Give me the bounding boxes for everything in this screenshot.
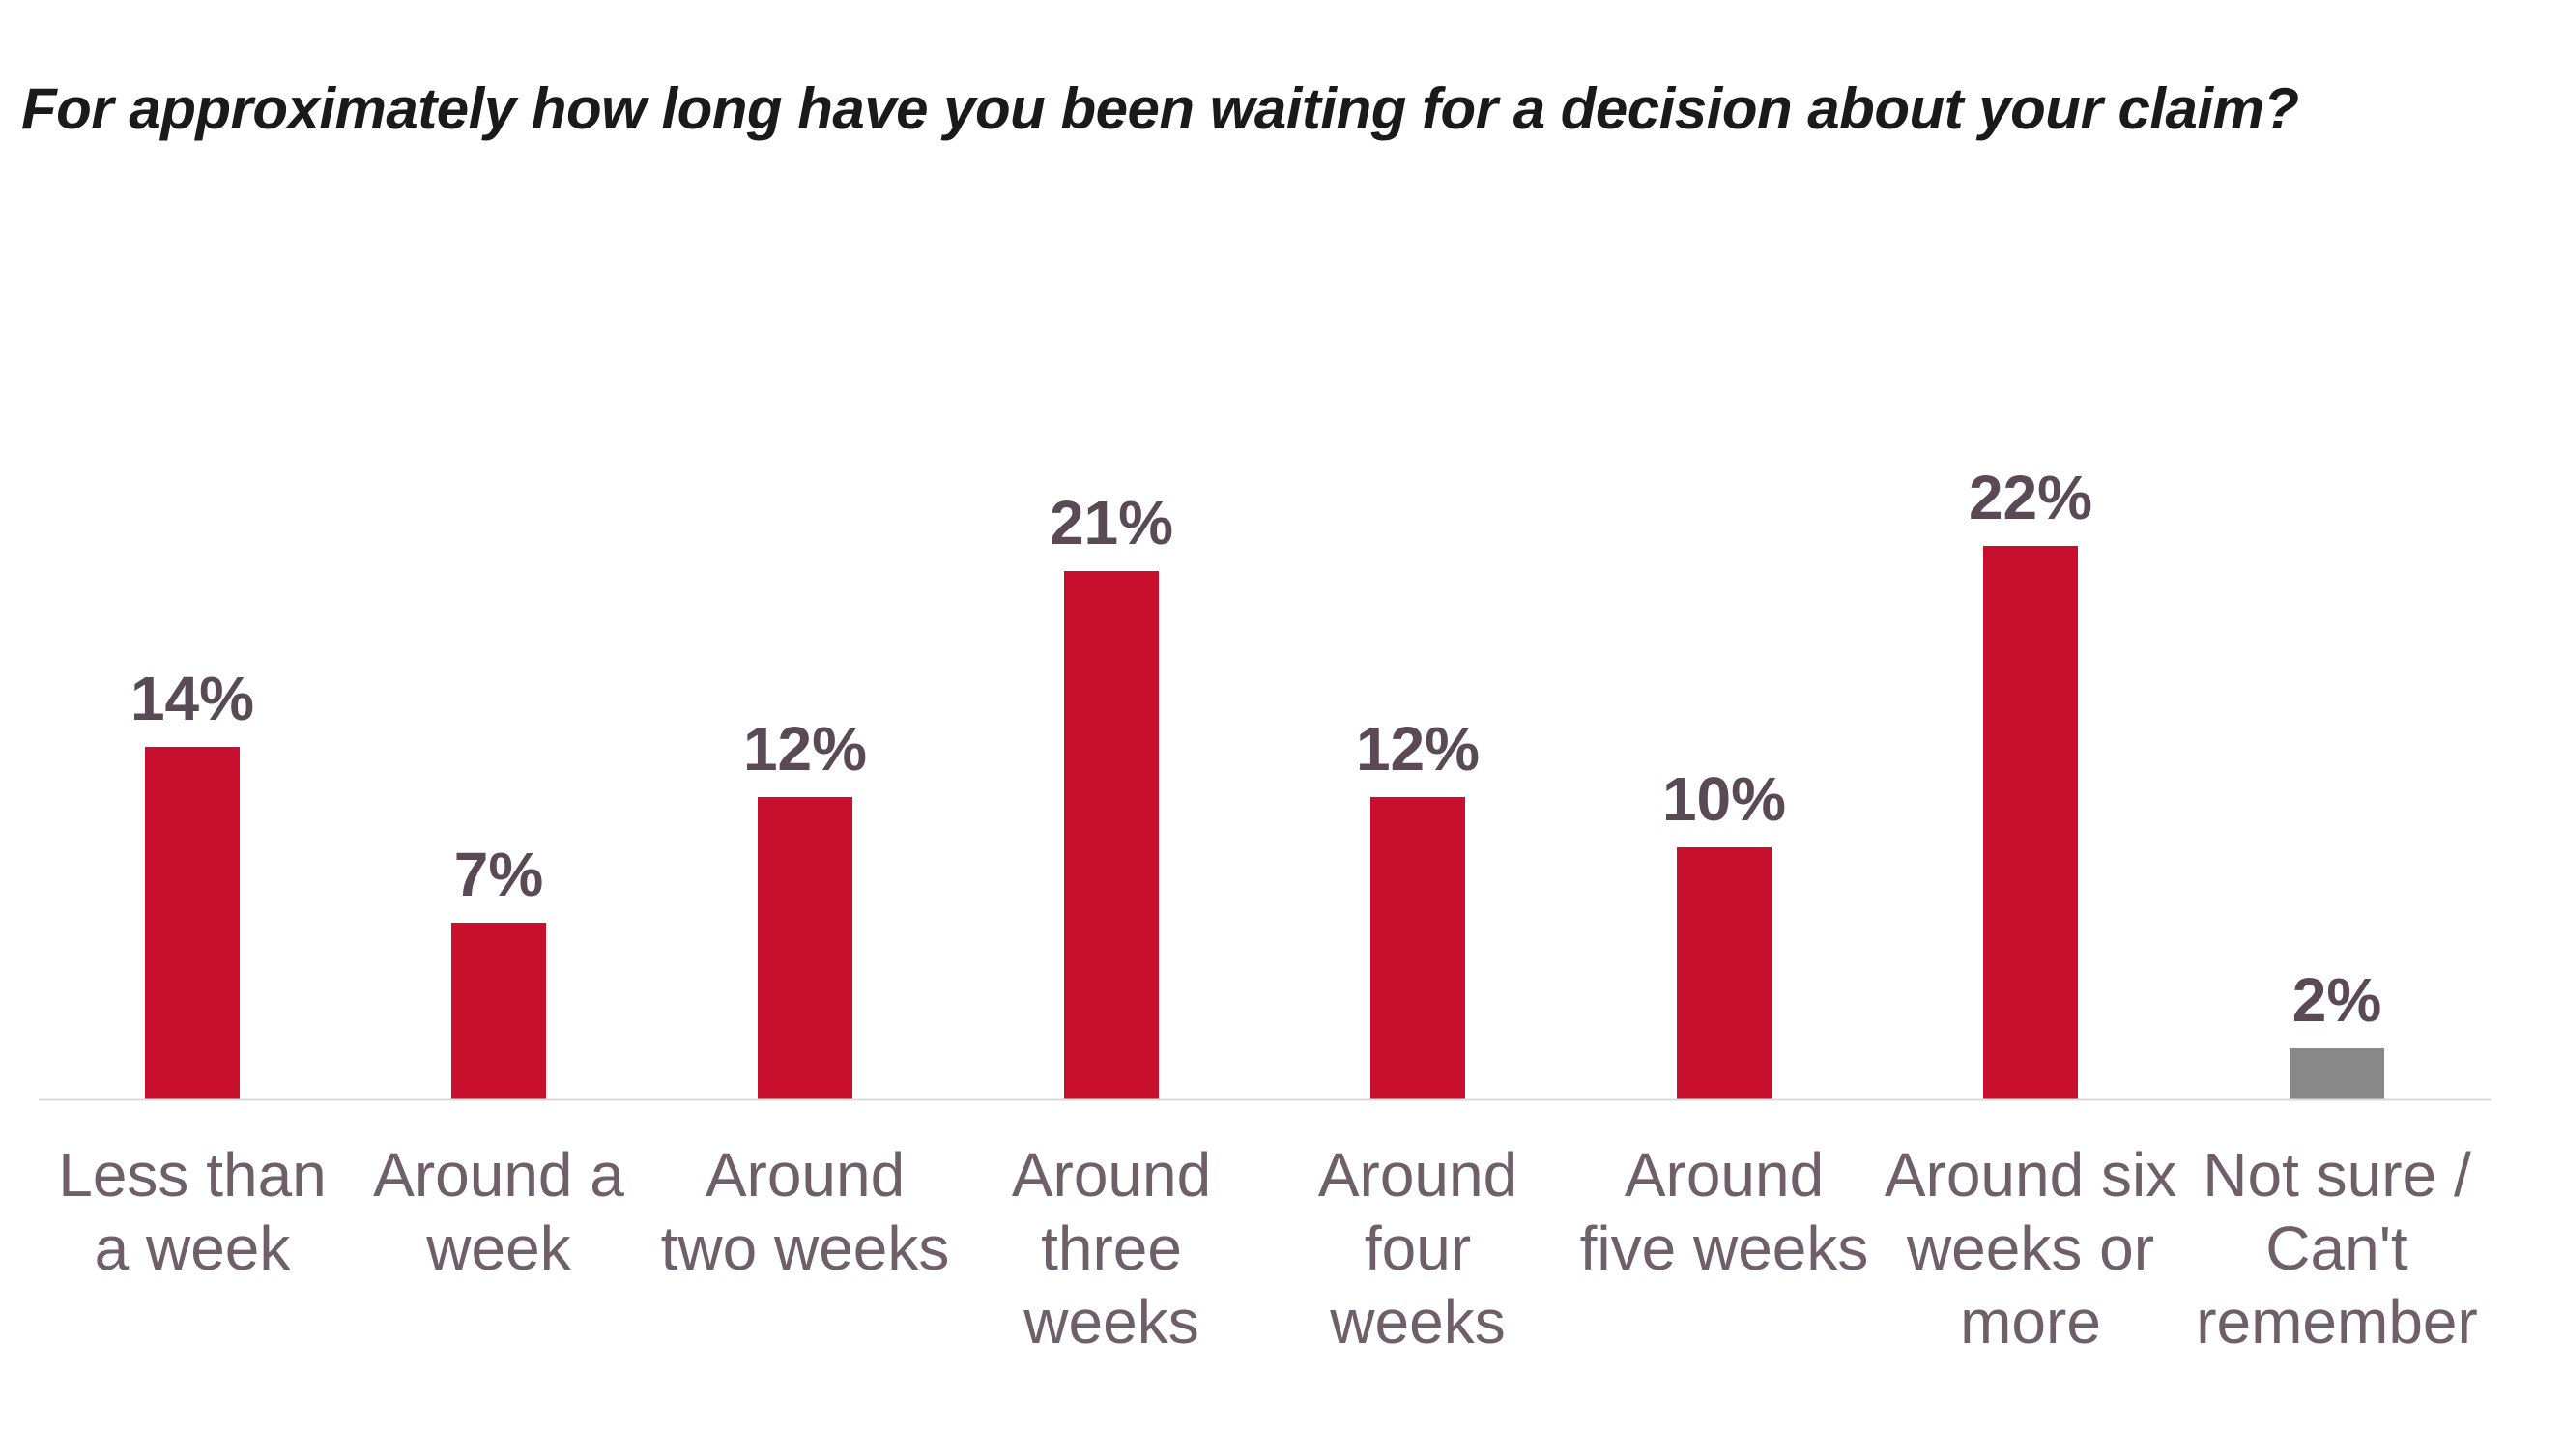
category-label-line: Around: [706, 1140, 905, 1210]
value-label-8: 2%: [2292, 965, 2382, 1035]
value-label-4: 21%: [1050, 488, 1173, 557]
value-label-3: 12%: [743, 714, 867, 784]
category-label-2: Around a week: [373, 1140, 624, 1283]
category-label-line: Around: [1318, 1140, 1517, 1210]
value-label-6: 10%: [1662, 764, 1786, 834]
category-label-8: Not sure / Can't remember: [2196, 1140, 2478, 1356]
bar-4: [1064, 571, 1159, 1099]
category-label-line: Around six: [1885, 1140, 2176, 1210]
category-label-line: weeks or: [1906, 1213, 2154, 1283]
bar-1: [145, 747, 240, 1099]
chart-title: For approximately how long have you been…: [21, 76, 2299, 141]
category-label-line: two weeks: [661, 1213, 950, 1283]
bar-3: [758, 797, 852, 1099]
category-label-line: week: [425, 1213, 571, 1283]
category-label-6: Around five weeks: [1580, 1140, 1869, 1283]
category-label-1: Less than a week: [58, 1140, 327, 1283]
bar-8: [2290, 1048, 2384, 1099]
category-label-line: four: [1365, 1213, 1471, 1283]
category-label-line: Around: [1012, 1140, 1211, 1210]
category-label-7: Around six weeks or more: [1885, 1140, 2176, 1356]
category-label-line: remember: [2196, 1287, 2478, 1356]
bar-7: [1983, 546, 2078, 1099]
category-label-line: Around a: [373, 1140, 624, 1210]
bar-5: [1370, 797, 1465, 1099]
bars-layer: [145, 546, 2384, 1099]
value-label-7: 22%: [1969, 463, 2092, 532]
category-label-line: three: [1041, 1213, 1182, 1283]
bar-2: [451, 923, 546, 1099]
category-label-line: a week: [95, 1213, 292, 1283]
category-label-5: Around four weeks: [1318, 1140, 1517, 1356]
category-label-line: five weeks: [1580, 1213, 1869, 1283]
category-label-line: Around: [1625, 1140, 1824, 1210]
category-label-line: Not sure /: [2203, 1140, 2471, 1210]
category-label-line: Less than: [58, 1140, 327, 1210]
value-label-2: 7%: [454, 840, 544, 909]
category-label-line: weeks: [1329, 1287, 1505, 1356]
category-label-3: Around two weeks: [661, 1140, 950, 1283]
category-label-line: weeks: [1023, 1287, 1198, 1356]
value-label-1: 14%: [130, 664, 254, 733]
value-label-5: 12%: [1356, 714, 1480, 784]
value-labels-layer: 14% 7% 12% 21% 12% 10% 22% 2%: [130, 463, 2381, 1035]
category-label-line: Can't: [2265, 1213, 2408, 1283]
bar-6: [1677, 847, 1772, 1099]
category-label-4: Around three weeks: [1012, 1140, 1211, 1356]
category-label-line: more: [1960, 1287, 2101, 1356]
